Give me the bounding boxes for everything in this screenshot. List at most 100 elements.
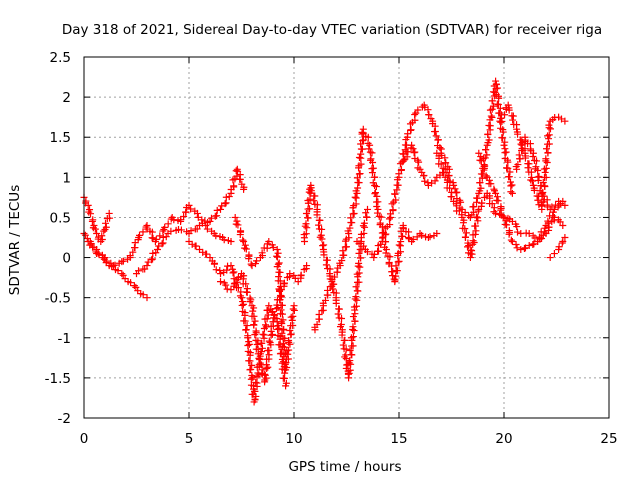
data-points <box>80 77 569 406</box>
data-point-trace <box>310 197 318 205</box>
data-point-trace <box>234 221 242 229</box>
data-point-trace <box>355 269 363 277</box>
data-point-trace <box>164 220 172 228</box>
data-point-trace <box>229 269 237 277</box>
data-point-trace <box>136 231 144 239</box>
data-point <box>238 294 245 302</box>
data-point-trace <box>346 357 354 365</box>
y-tick-label: -1.5 <box>45 371 71 387</box>
data-point-trace <box>273 263 281 271</box>
data-point-trace <box>350 209 358 217</box>
data-point-trace <box>392 196 400 204</box>
data-point-trace <box>212 232 220 240</box>
data-point-trace <box>152 235 160 243</box>
data-point-trace <box>545 121 553 129</box>
data-point-trace <box>363 213 371 221</box>
data-point-trace <box>482 146 490 154</box>
data-point-trace <box>230 280 238 288</box>
data-point-trace <box>245 340 253 348</box>
data-point-trace <box>198 216 206 224</box>
data-point-trace <box>249 374 257 382</box>
data-point-trace <box>230 182 238 190</box>
data-point-trace <box>276 350 284 358</box>
data-point-trace <box>546 125 554 133</box>
data-point-trace <box>347 360 355 368</box>
data-point-trace <box>543 158 551 166</box>
data-point <box>269 318 277 326</box>
data-point-trace <box>139 228 147 236</box>
data-point-trace <box>499 212 507 220</box>
data-point-trace <box>278 319 286 327</box>
data-point-trace <box>525 160 533 168</box>
data-point-trace <box>342 355 350 363</box>
data-point-trace <box>520 244 528 252</box>
data-point-trace <box>352 200 360 208</box>
data-point-trace <box>535 233 543 241</box>
data-point-trace <box>351 317 359 325</box>
data-point-trace <box>497 206 505 214</box>
data-point-trace <box>335 305 343 313</box>
data-point-trace <box>388 200 396 208</box>
y-tick-label: -0.5 <box>45 291 71 307</box>
data-point-trace <box>313 211 321 219</box>
data-point-trace <box>341 336 349 344</box>
data-point-trace <box>349 333 357 341</box>
data-point-trace <box>494 193 502 201</box>
data-point-trace <box>148 256 156 264</box>
chart-title: Day 318 of 2021, Sidereal Day-to-day VTE… <box>62 22 602 38</box>
data-point <box>217 278 224 286</box>
data-point-trace <box>356 170 364 178</box>
x-tick-label: 5 <box>185 431 194 447</box>
data-point-trace <box>480 166 488 174</box>
data-point-trace <box>100 227 108 235</box>
data-point-trace <box>208 214 216 222</box>
data-point-trace <box>307 187 315 195</box>
data-point-trace <box>86 241 94 249</box>
data-point-trace <box>114 267 122 275</box>
series-arc-5 <box>185 238 290 406</box>
data-point-trace <box>364 133 372 141</box>
series-arc-8 <box>300 181 371 382</box>
data-point <box>244 334 252 342</box>
data-point-trace <box>494 197 502 205</box>
data-point-trace <box>355 154 363 162</box>
data-point-trace <box>304 214 312 222</box>
data-point-trace <box>524 164 532 172</box>
data-point <box>193 209 201 217</box>
data-point <box>273 246 281 254</box>
data-point <box>118 270 126 278</box>
data-point-trace <box>371 189 379 197</box>
data-point-trace <box>441 159 449 167</box>
data-point <box>88 217 96 225</box>
data-point-trace <box>269 243 277 251</box>
x-axis: 0 5 10 15 20 25 <box>80 57 618 447</box>
data-point-trace <box>242 245 250 253</box>
data-point-trace <box>346 366 354 374</box>
data-point-trace <box>338 256 346 264</box>
data-point-trace <box>513 223 521 231</box>
data-point-trace <box>199 248 207 256</box>
data-point-trace <box>323 256 331 264</box>
data-point-trace <box>555 243 563 251</box>
data-point-trace <box>251 331 259 339</box>
data-point-trace <box>507 182 515 190</box>
data-point-trace <box>127 279 135 287</box>
data-point-trace <box>83 235 91 243</box>
data-point-trace <box>346 224 354 232</box>
data-point-trace <box>285 337 293 345</box>
data-point-trace <box>359 137 367 145</box>
data-point-trace <box>411 111 419 119</box>
data-point-trace <box>356 263 364 271</box>
data-point-trace <box>356 254 364 262</box>
data-point-trace <box>277 292 285 300</box>
data-point-trace <box>230 268 238 276</box>
data-point-trace <box>275 285 283 293</box>
data-point-trace <box>284 350 292 358</box>
data-point-trace <box>339 341 347 349</box>
data-point-trace <box>373 202 381 210</box>
data-point-trace <box>281 334 289 342</box>
data-point <box>525 242 533 250</box>
data-point-trace <box>98 232 106 240</box>
data-point-trace <box>242 280 250 288</box>
data-point-trace <box>421 177 429 185</box>
